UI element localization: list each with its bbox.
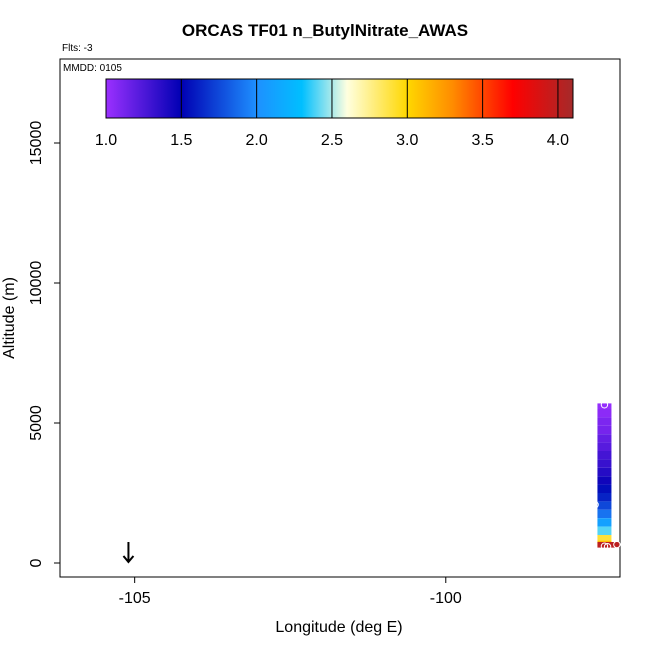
- y-tick-label: 10000: [28, 261, 45, 306]
- profile-bin: [597, 484, 612, 493]
- x-axis: -105 -100: [119, 577, 462, 607]
- x-tick-label: -105: [119, 590, 151, 607]
- colorbar-tick-label: 2.0: [246, 132, 268, 149]
- y-tick-label: 0: [28, 558, 45, 567]
- profile-bin: [597, 535, 612, 541]
- profile-bin: [597, 526, 612, 535]
- plot-frame: [59, 58, 621, 578]
- sample-point: [600, 401, 609, 409]
- profile-bin: [597, 434, 612, 443]
- y-tick-label: 5000: [28, 405, 45, 441]
- mmdd-label: MMDD: 0105: [63, 63, 122, 74]
- colorbar-tick-label: 4.0: [547, 132, 569, 149]
- colorbar-bar: [105, 78, 574, 119]
- sample-point: [603, 543, 612, 551]
- profile-bin: [597, 442, 612, 451]
- profile-bin: [597, 403, 612, 409]
- profile-bins: [597, 403, 620, 548]
- colorbar: 1.0 1.5 2.0 2.5 3.0 3.5 4.0: [95, 78, 574, 149]
- sample-points: [591, 401, 621, 551]
- profile-bin: [597, 459, 612, 468]
- profile-surface-bin: [597, 542, 620, 548]
- sample-point: [600, 542, 609, 550]
- colorbar-tick-label: 3.0: [396, 132, 418, 149]
- colorbar-tick-label: 1.5: [170, 132, 192, 149]
- sample-point: [613, 540, 621, 549]
- profile-bin: [597, 417, 612, 426]
- colorbar-tick-label: 3.5: [471, 132, 493, 149]
- profile-bin: [597, 425, 612, 435]
- profile-bin: [597, 509, 612, 519]
- y-axis-label: Altitude (m): [1, 277, 18, 359]
- start-marker-arrow: [122, 542, 135, 564]
- profile-bin: [597, 451, 612, 460]
- x-axis-label: Longitude (deg E): [275, 619, 402, 636]
- chart-title: ORCAS TF01 n_ButylNitrate_AWAS: [182, 21, 468, 40]
- profile-bin: [597, 501, 612, 510]
- profile-bin: [597, 476, 612, 485]
- sample-point: [591, 501, 599, 509]
- x-tick-label: -100: [430, 590, 462, 607]
- profile-bin: [597, 409, 612, 418]
- colorbar-tick-label: 2.5: [321, 132, 343, 149]
- profile-bin: [597, 467, 612, 477]
- y-axis: 0 5000 10000 15000: [28, 121, 60, 567]
- y-tick-label: 15000: [28, 121, 45, 166]
- profile-bin: [597, 518, 612, 527]
- colorbar-tick-label: 1.0: [95, 132, 117, 149]
- marker-head: [122, 555, 135, 564]
- profile-bin: [597, 493, 612, 502]
- flights-label: Flts: -3: [62, 43, 93, 54]
